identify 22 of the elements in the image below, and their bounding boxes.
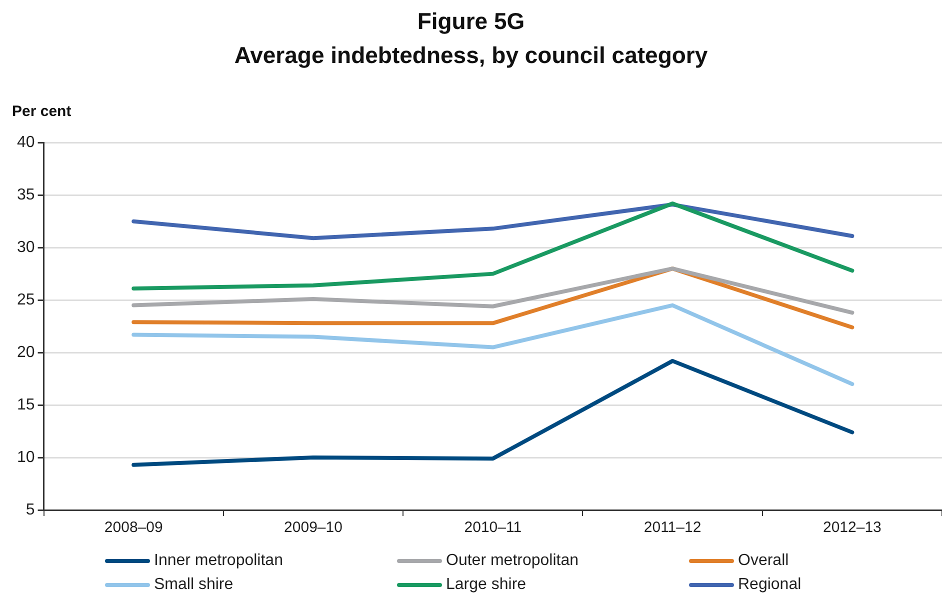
- y-tick-label: 30: [17, 238, 35, 256]
- legend-label: Overall: [738, 552, 789, 570]
- y-tick-label: 10: [17, 448, 35, 466]
- x-tick-label: 2011–12: [644, 519, 702, 536]
- x-tick-label: 2010–11: [464, 519, 522, 536]
- y-tick-label: 40: [17, 134, 35, 152]
- y-tick-label: 15: [17, 396, 35, 414]
- y-tick-label: 35: [17, 186, 35, 204]
- x-tick-label: 2008–09: [104, 519, 163, 536]
- x-tick-label: 2009–10: [284, 519, 342, 536]
- x-tick-label: 2012–13: [822, 519, 882, 536]
- y-tick-label: 25: [17, 291, 35, 308]
- legend-label: Small shire: [154, 576, 234, 594]
- legend-label: Regional: [738, 576, 802, 594]
- legend-label: Inner metropolitan: [154, 552, 283, 570]
- legend-label: Outer metropolitan: [446, 552, 579, 570]
- y-axis-title: Per cent: [12, 103, 72, 120]
- y-tick-label: 20: [17, 344, 35, 361]
- y-tick-label: 5: [26, 501, 35, 518]
- legend-label: Large shire: [446, 576, 526, 594]
- chart-title: Figure 5G: [416, 7, 526, 36]
- chart-subtitle: Average indebtedness, by council category: [233, 41, 709, 70]
